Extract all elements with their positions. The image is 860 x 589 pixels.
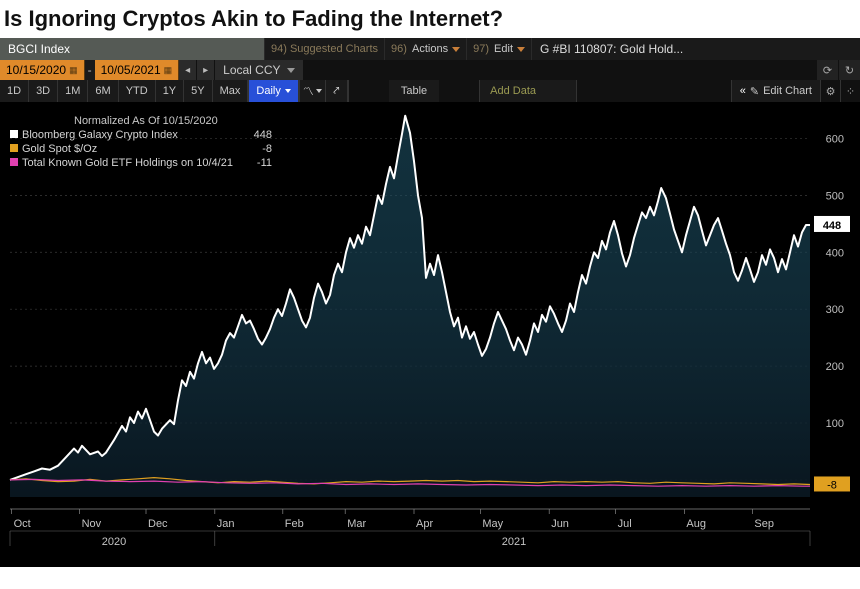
svg-text:400: 400 [826, 247, 844, 259]
menu-label: Actions [412, 43, 448, 55]
svg-text:May: May [482, 518, 503, 530]
caret-down-icon [287, 68, 295, 73]
date-bar: 10/15/2020▦ - 10/05/2021▦ ◂ ▸ Local CCY … [0, 60, 860, 80]
caret-down-icon [452, 47, 460, 52]
edit-chart-button[interactable]: «✎Edit Chart [731, 80, 820, 102]
svg-text:Bloomberg Galaxy Crypto Index: Bloomberg Galaxy Crypto Index [22, 129, 178, 141]
menu-label: Edit [494, 43, 513, 55]
caret-down-icon [517, 47, 525, 52]
calendar-icon: ▦ [69, 65, 78, 76]
svg-text:-8: -8 [827, 479, 837, 491]
svg-text:Oct: Oct [14, 518, 31, 530]
svg-text:100: 100 [826, 418, 844, 430]
add-data-input[interactable]: Add Data [479, 80, 577, 102]
actions-menu[interactable]: 96) Actions [385, 38, 467, 60]
periodicity-select[interactable]: Daily [249, 80, 298, 102]
range-6m[interactable]: 6M [88, 80, 118, 102]
page-title: Is Ignoring Cryptos Akin to Fading the I… [0, 0, 860, 38]
chart-type-button[interactable]: 〽 [300, 80, 326, 102]
range-3d[interactable]: 3D [29, 80, 58, 102]
svg-text:-8: -8 [262, 143, 272, 155]
caret-down-icon [285, 89, 291, 93]
date-prev-button[interactable]: ◂ [179, 60, 197, 80]
chart-svg: 0100200300400500600448-8OctNovDecJanFebM… [0, 102, 860, 567]
suggested-charts-button[interactable]: 94) Suggested Charts [265, 38, 385, 60]
svg-text:Gold Spot $/Oz: Gold Spot $/Oz [22, 143, 97, 155]
caret-down-icon [316, 89, 322, 93]
svg-text:2021: 2021 [502, 536, 526, 548]
edit-menu[interactable]: 97) Edit [467, 38, 532, 60]
svg-text:Sep: Sep [754, 518, 774, 530]
svg-text:300: 300 [826, 304, 844, 316]
svg-text:Dec: Dec [148, 518, 168, 530]
table-button[interactable]: Table [389, 80, 439, 102]
settings-icon[interactable]: ⚙ [820, 80, 840, 102]
svg-text:Jun: Jun [551, 518, 569, 530]
bloomberg-terminal: BGCI Index 94) Suggested Charts 96) Acti… [0, 38, 860, 567]
svg-text:200: 200 [826, 361, 844, 373]
svg-text:Jan: Jan [217, 518, 235, 530]
svg-text:Apr: Apr [416, 518, 433, 530]
menu-number: 97) [473, 43, 489, 55]
range-1y[interactable]: 1Y [156, 80, 184, 102]
svg-text:500: 500 [826, 190, 844, 202]
share-button[interactable]: ⤤ [326, 80, 348, 102]
range-1d[interactable]: 1D [0, 80, 29, 102]
range-toolbar: 1D 3D 1M 6M YTD 1Y 5Y Max Daily 〽 ⤤ Tabl… [0, 80, 860, 102]
menu-label: Suggested Charts [290, 43, 378, 55]
menu-number: 94) [271, 43, 287, 55]
svg-text:Jul: Jul [618, 518, 632, 530]
menu-number: 96) [391, 43, 407, 55]
date-next-button[interactable]: ▸ [197, 60, 215, 80]
svg-text:Mar: Mar [347, 518, 366, 530]
svg-text:448: 448 [254, 129, 272, 141]
date-from-input[interactable]: 10/15/2020▦ [0, 60, 85, 80]
svg-text:-11: -11 [257, 157, 272, 169]
range-ytd[interactable]: YTD [119, 80, 156, 102]
svg-text:Feb: Feb [285, 518, 304, 530]
svg-text:Total Known Gold ETF Holdings: Total Known Gold ETF Holdings on 10/4/21 [22, 157, 233, 169]
currency-select[interactable]: Local CCY [215, 60, 303, 80]
double-arrow-left-icon: « [740, 85, 746, 97]
more-icon[interactable]: ⁘ [840, 80, 860, 102]
svg-text:600: 600 [826, 133, 844, 145]
ticker-label: BGCI Index [8, 42, 70, 56]
svg-text:2020: 2020 [102, 536, 126, 548]
svg-text:448: 448 [823, 220, 841, 232]
chart-panel: 0100200300400500600448-8OctNovDecJanFebM… [0, 102, 860, 567]
date-to-input[interactable]: 10/05/2021▦ [95, 60, 180, 80]
date-dash: - [85, 60, 95, 80]
range-max[interactable]: Max [213, 80, 249, 102]
reset-icon[interactable]: ⟳ [816, 60, 838, 80]
ticker-tab[interactable]: BGCI Index [0, 38, 265, 60]
svg-text:Aug: Aug [686, 518, 706, 530]
redo-icon[interactable]: ↻ [838, 60, 860, 80]
calendar-icon: ▦ [164, 65, 173, 76]
svg-text:Normalized As Of 10/15/2020: Normalized As Of 10/15/2020 [74, 115, 218, 127]
range-1m[interactable]: 1M [58, 80, 88, 102]
pencil-icon: ✎ [750, 85, 759, 98]
range-5y[interactable]: 5Y [184, 80, 212, 102]
titlebar: BGCI Index 94) Suggested Charts 96) Acti… [0, 38, 860, 60]
svg-text:Nov: Nov [82, 518, 102, 530]
tab-title: G #BI 110807: Gold Hold... [532, 38, 860, 60]
